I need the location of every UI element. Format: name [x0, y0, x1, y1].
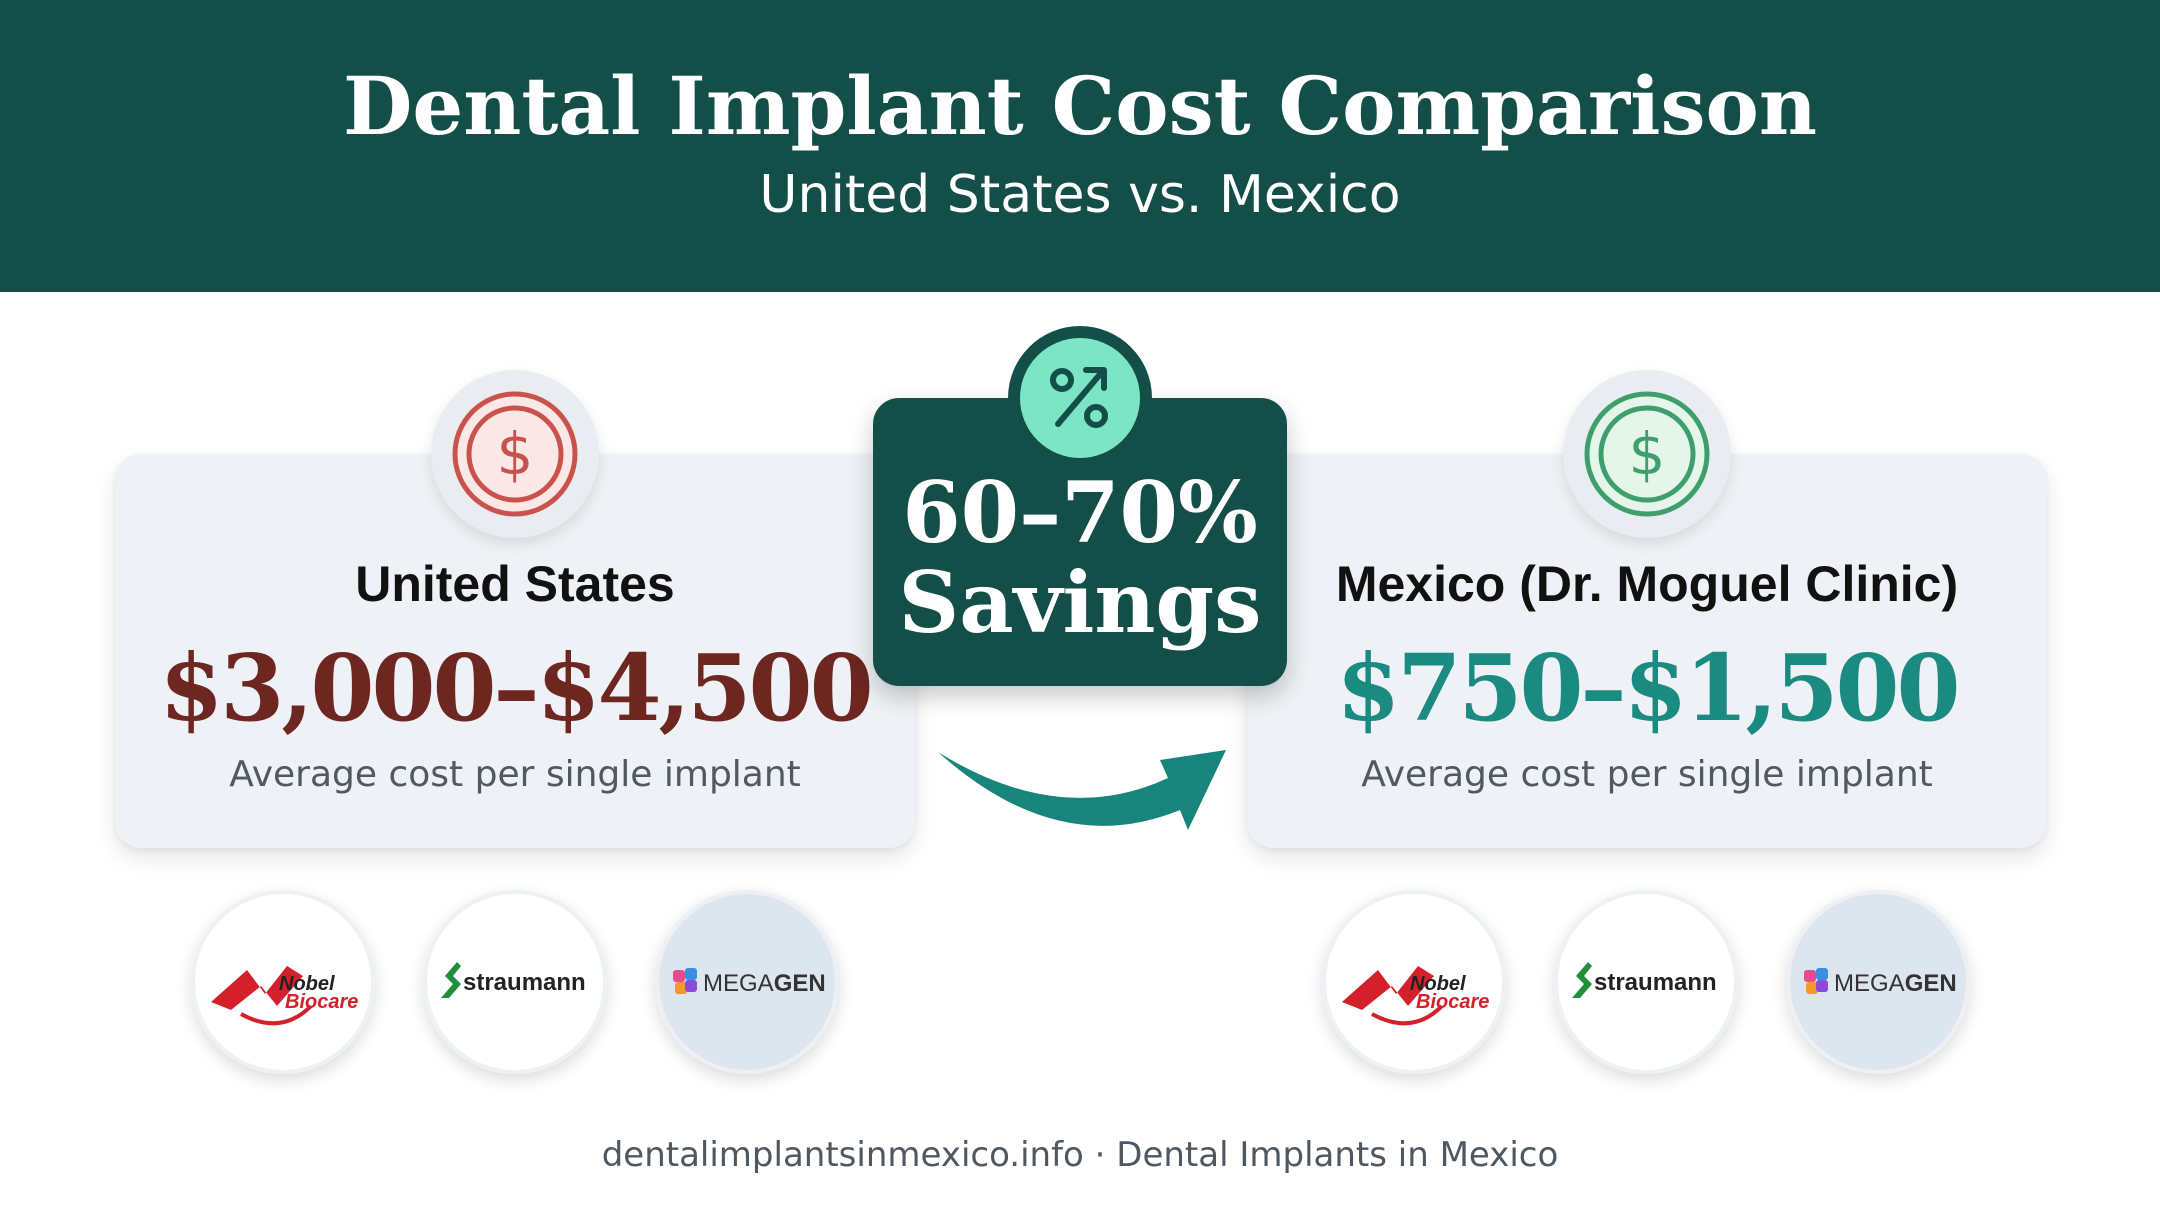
- svg-text:Nobel: Nobel: [1410, 973, 1466, 995]
- mexico-dollar-coin-icon: $: [1563, 370, 1731, 538]
- us-dollar-coin-icon: $: [431, 370, 599, 538]
- mexico-nobel-biocare-logo: Nobel Biocare: [1322, 890, 1506, 1074]
- savings-percent: 60–70%: [902, 463, 1258, 562]
- us-straumann-logo: straumann: [423, 890, 607, 1074]
- percent-trend-icon: [1008, 326, 1152, 470]
- mexico-price-note: Average cost per single implant: [1361, 754, 1933, 795]
- svg-text:straumann: straumann: [463, 969, 586, 996]
- svg-text:MEGAGEN: MEGAGEN: [703, 970, 826, 997]
- us-price-note: Average cost per single implant: [229, 754, 801, 795]
- svg-text:MEGAGEN: MEGAGEN: [1834, 970, 1957, 997]
- savings-label: 60–70% Savings: [873, 468, 1287, 648]
- page-title: Dental Implant Cost Comparison: [342, 59, 1818, 153]
- svg-text:straumann: straumann: [1594, 969, 1717, 996]
- mexico-price-range: $750–$1,500: [1336, 634, 1960, 742]
- svg-text:$: $: [497, 420, 534, 488]
- mexico-country-label: Mexico (Dr. Moguel Clinic): [1335, 556, 1959, 612]
- us-megagen-logo: MEGAGEN: [655, 890, 839, 1074]
- page-subtitle: United States vs. Mexico: [759, 165, 1401, 225]
- header-banner: [0, 0, 2160, 292]
- footer-source: dentalimplantsinmexico.info · Dental Imp…: [601, 1135, 1559, 1175]
- mexico-straumann-logo: straumann: [1554, 890, 1738, 1074]
- curved-arrow-icon: [938, 750, 1226, 830]
- svg-text:$: $: [1629, 420, 1666, 488]
- svg-text:Nobel: Nobel: [279, 973, 335, 995]
- svg-text:Biocare: Biocare: [1416, 991, 1489, 1013]
- us-country-label: United States: [355, 556, 675, 612]
- savings-word: Savings: [898, 553, 1262, 652]
- us-price-range: $3,000–$4,500: [159, 634, 873, 742]
- us-nobel-biocare-logo: Nobel Biocare: [191, 890, 375, 1074]
- mexico-megagen-logo: MEGAGEN: [1786, 890, 1970, 1074]
- svg-text:Biocare: Biocare: [285, 991, 358, 1013]
